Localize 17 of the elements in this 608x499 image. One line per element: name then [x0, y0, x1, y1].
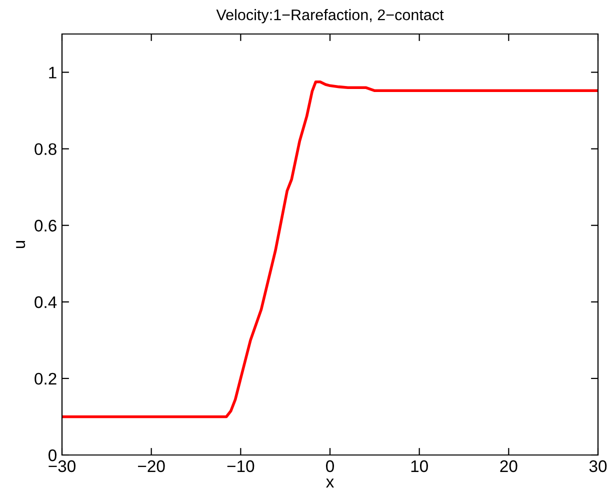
line-series	[62, 80, 598, 418]
chart-title: Velocity:1−Rarefaction, 2−contact	[216, 9, 444, 24]
y-axis-title: u	[16, 240, 26, 248]
y-tick-label: 0.4	[34, 296, 57, 308]
y-tick-label: 0.6	[34, 220, 56, 232]
x-tick-label: 0	[326, 460, 334, 472]
y-tick-label: 0.2	[34, 372, 56, 385]
x-tick-label: 20	[500, 460, 518, 472]
y-tick-label: 0	[48, 449, 56, 462]
x-tick-label: −30	[48, 460, 76, 472]
x-axis-title: x	[326, 478, 334, 488]
x-tick-label: −20	[138, 460, 165, 472]
x-tick-label: 30	[589, 460, 607, 472]
x-tick-label: 10	[411, 460, 428, 472]
y-tick-label: 0.8	[34, 143, 56, 156]
x-tick-label: −10	[227, 460, 254, 472]
y-tick-label: 1	[49, 66, 56, 78]
